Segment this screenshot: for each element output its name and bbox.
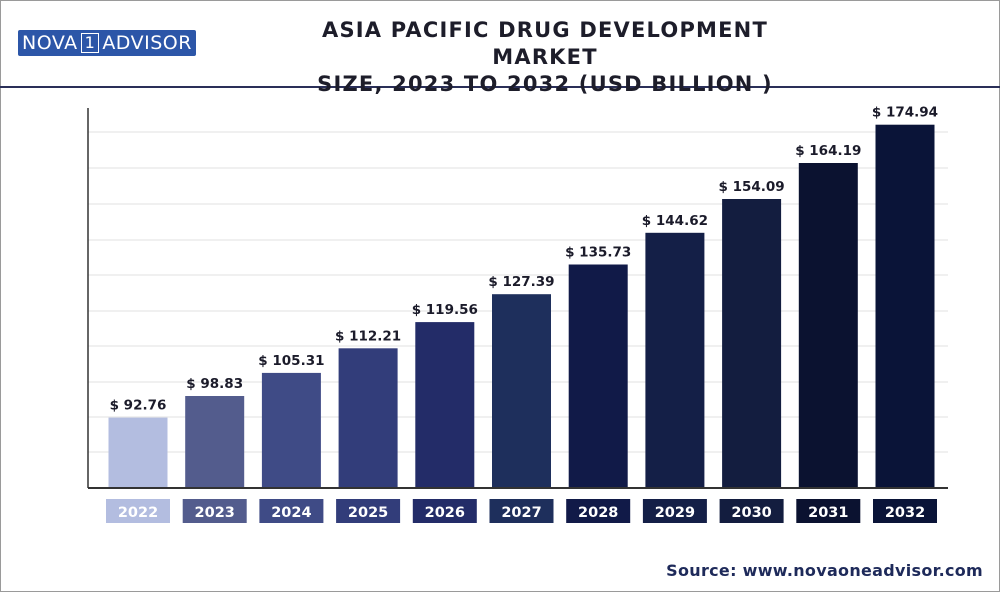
bar-2024 — [261, 372, 321, 488]
x-axis-categories: 2022 2023 2024 2025 2026 2027 2028 2029 2030 2031… — [106, 499, 937, 523]
data-label-2028: $ 135.73 — [565, 245, 631, 261]
category-box-2029 — [642, 499, 707, 523]
x-tick-label-2027: 2027 — [501, 505, 541, 521]
logo-text-one: 1 — [80, 33, 100, 53]
x-tick-label-2022: 2022 — [118, 505, 158, 521]
bar-2026 — [415, 322, 475, 488]
x-tick-label-2025: 2025 — [348, 505, 388, 521]
bar-2022 — [108, 417, 168, 488]
category-box-2026 — [412, 499, 477, 523]
logo-text-nova: NOVA — [22, 32, 78, 54]
data-label-2031: $ 164.19 — [795, 143, 861, 159]
category-box-2028 — [566, 499, 631, 523]
data-label-2023: $ 98.83 — [186, 376, 243, 392]
logo-text-advisor: ADVISOR — [102, 32, 192, 54]
novaoneadvisor-logo: NOVA 1 ADVISOR — [18, 30, 196, 56]
data-label-2030: $ 154.09 — [718, 179, 784, 195]
data-label-2024: $ 105.31 — [258, 353, 324, 369]
category-box-2025 — [336, 499, 401, 523]
bar-2028 — [568, 264, 628, 488]
x-tick-label-2032: 2032 — [885, 505, 925, 521]
data-labels: $ 92.76 $ 98.83 $ 105.31 $ 112.21 $ 119.56 $ … — [110, 105, 939, 414]
data-label-2029: $ 144.62 — [642, 213, 708, 229]
x-tick-label-2024: 2024 — [271, 505, 311, 521]
data-label-2027: $ 127.39 — [488, 274, 554, 290]
source-note: Source: www.novaoneadvisor.com — [666, 561, 983, 580]
x-tick-label-2029: 2029 — [655, 505, 695, 521]
x-tick-label-2028: 2028 — [578, 505, 618, 521]
bar-2031 — [798, 163, 858, 488]
bar-2029 — [645, 232, 705, 488]
bar-2027 — [492, 294, 551, 488]
category-box-2032 — [873, 499, 937, 523]
x-tick-label-2026: 2026 — [425, 505, 465, 521]
data-label-2022: $ 92.76 — [110, 398, 167, 414]
bar-2023 — [185, 396, 245, 488]
bars — [108, 124, 935, 488]
x-tick-label-2030: 2030 — [731, 505, 771, 521]
category-box-2030 — [719, 499, 784, 523]
category-box-2023 — [182, 499, 247, 523]
x-tick-label-2023: 2023 — [195, 505, 235, 521]
category-box-2024 — [259, 499, 324, 523]
category-box-2027 — [489, 499, 554, 523]
x-tick-label-2031: 2031 — [808, 505, 848, 521]
bar-2025 — [338, 348, 398, 488]
chart-title: ASIA PACIFIC DRUG DEVELOPMENT MARKET SIZ… — [317, 18, 773, 96]
bar-2032 — [875, 124, 935, 488]
category-box-2022 — [106, 499, 170, 523]
category-box-2031 — [796, 499, 861, 523]
bar-2030 — [722, 199, 782, 488]
data-label-2025: $ 112.21 — [335, 328, 401, 344]
data-label-2032: $ 174.94 — [872, 105, 938, 121]
header: NOVA 1 ADVISOR ASIA PACIFIC DRUG DEVELOP… — [0, 0, 1000, 96]
data-label-2026: $ 119.56 — [412, 302, 478, 318]
